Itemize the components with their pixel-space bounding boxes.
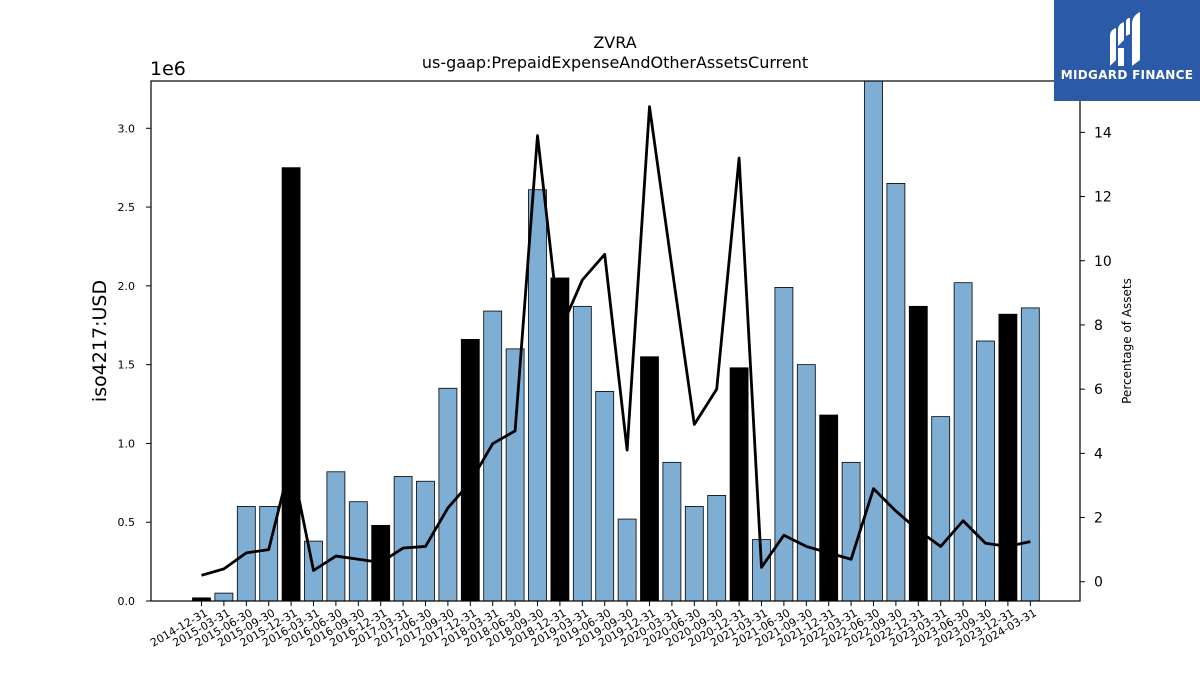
bar <box>841 461 861 602</box>
bar <box>998 313 1018 602</box>
bar <box>886 183 906 602</box>
chart-subtitle: us-gaap:PrepaidExpenseAndOtherAssetsCurr… <box>422 53 808 72</box>
bar <box>976 340 995 602</box>
bar <box>774 287 794 602</box>
y-axis-multiplier: 1e6 <box>150 58 186 80</box>
bar <box>505 348 525 602</box>
y-axis-label: iso4217:USD <box>89 280 111 402</box>
bar <box>572 305 592 602</box>
y2-tick-label: 6 <box>1094 382 1103 398</box>
bar <box>326 471 346 602</box>
bar <box>348 501 368 602</box>
midgard-logo-icon <box>1110 12 1140 66</box>
chart-text: ZVRA us-gaap:PrepaidExpenseAndOtherAsset… <box>89 33 1134 404</box>
y2-tick-label: 8 <box>1094 318 1103 334</box>
y2-tick-label: 2 <box>1094 511 1103 527</box>
y2-tick-label: 12 <box>1094 190 1112 206</box>
chart-title: ZVRA <box>593 33 636 52</box>
bar <box>953 282 973 602</box>
bar <box>393 476 413 602</box>
bar <box>528 189 547 602</box>
bar <box>640 356 659 602</box>
bar <box>684 506 704 602</box>
bar <box>819 414 839 602</box>
percentage-line <box>201 105 1031 577</box>
y-tick-label: 1.5 <box>118 359 136 372</box>
y2-tick-label: 4 <box>1094 446 1103 462</box>
y2-tick-label: 14 <box>1094 125 1112 141</box>
y2-axis-label: Percentage of Assets <box>1120 278 1134 404</box>
bar <box>617 518 637 602</box>
axes: 0.00.51.01.52.02.53.0024681012142014-12-… <box>118 80 1112 650</box>
y-tick-label: 0.0 <box>118 595 136 608</box>
bar <box>595 391 615 602</box>
plot-frame <box>150 80 1081 602</box>
brand-name: MIDGARD FINANCE <box>1060 68 1194 82</box>
y-tick-label: 2.5 <box>118 201 136 214</box>
y2-tick-label: 10 <box>1094 254 1112 270</box>
bar <box>931 416 951 602</box>
bar <box>729 367 749 602</box>
y-tick-label: 1.0 <box>118 437 136 450</box>
bar <box>214 592 234 602</box>
bar <box>416 480 435 602</box>
bar <box>1020 307 1040 602</box>
bar <box>796 364 816 602</box>
bar <box>864 80 883 602</box>
bar <box>662 461 682 602</box>
y-tick-label: 3.0 <box>118 122 136 135</box>
brand-logo: MIDGARD FINANCE <box>1054 0 1200 101</box>
bar <box>707 495 727 602</box>
y2-tick-label: 0 <box>1094 575 1103 591</box>
y-tick-label: 2.0 <box>118 280 136 293</box>
bar <box>438 387 458 602</box>
bar <box>908 305 928 602</box>
line-series <box>201 105 1031 577</box>
bar <box>281 167 301 602</box>
y-tick-label: 0.5 <box>118 516 136 529</box>
